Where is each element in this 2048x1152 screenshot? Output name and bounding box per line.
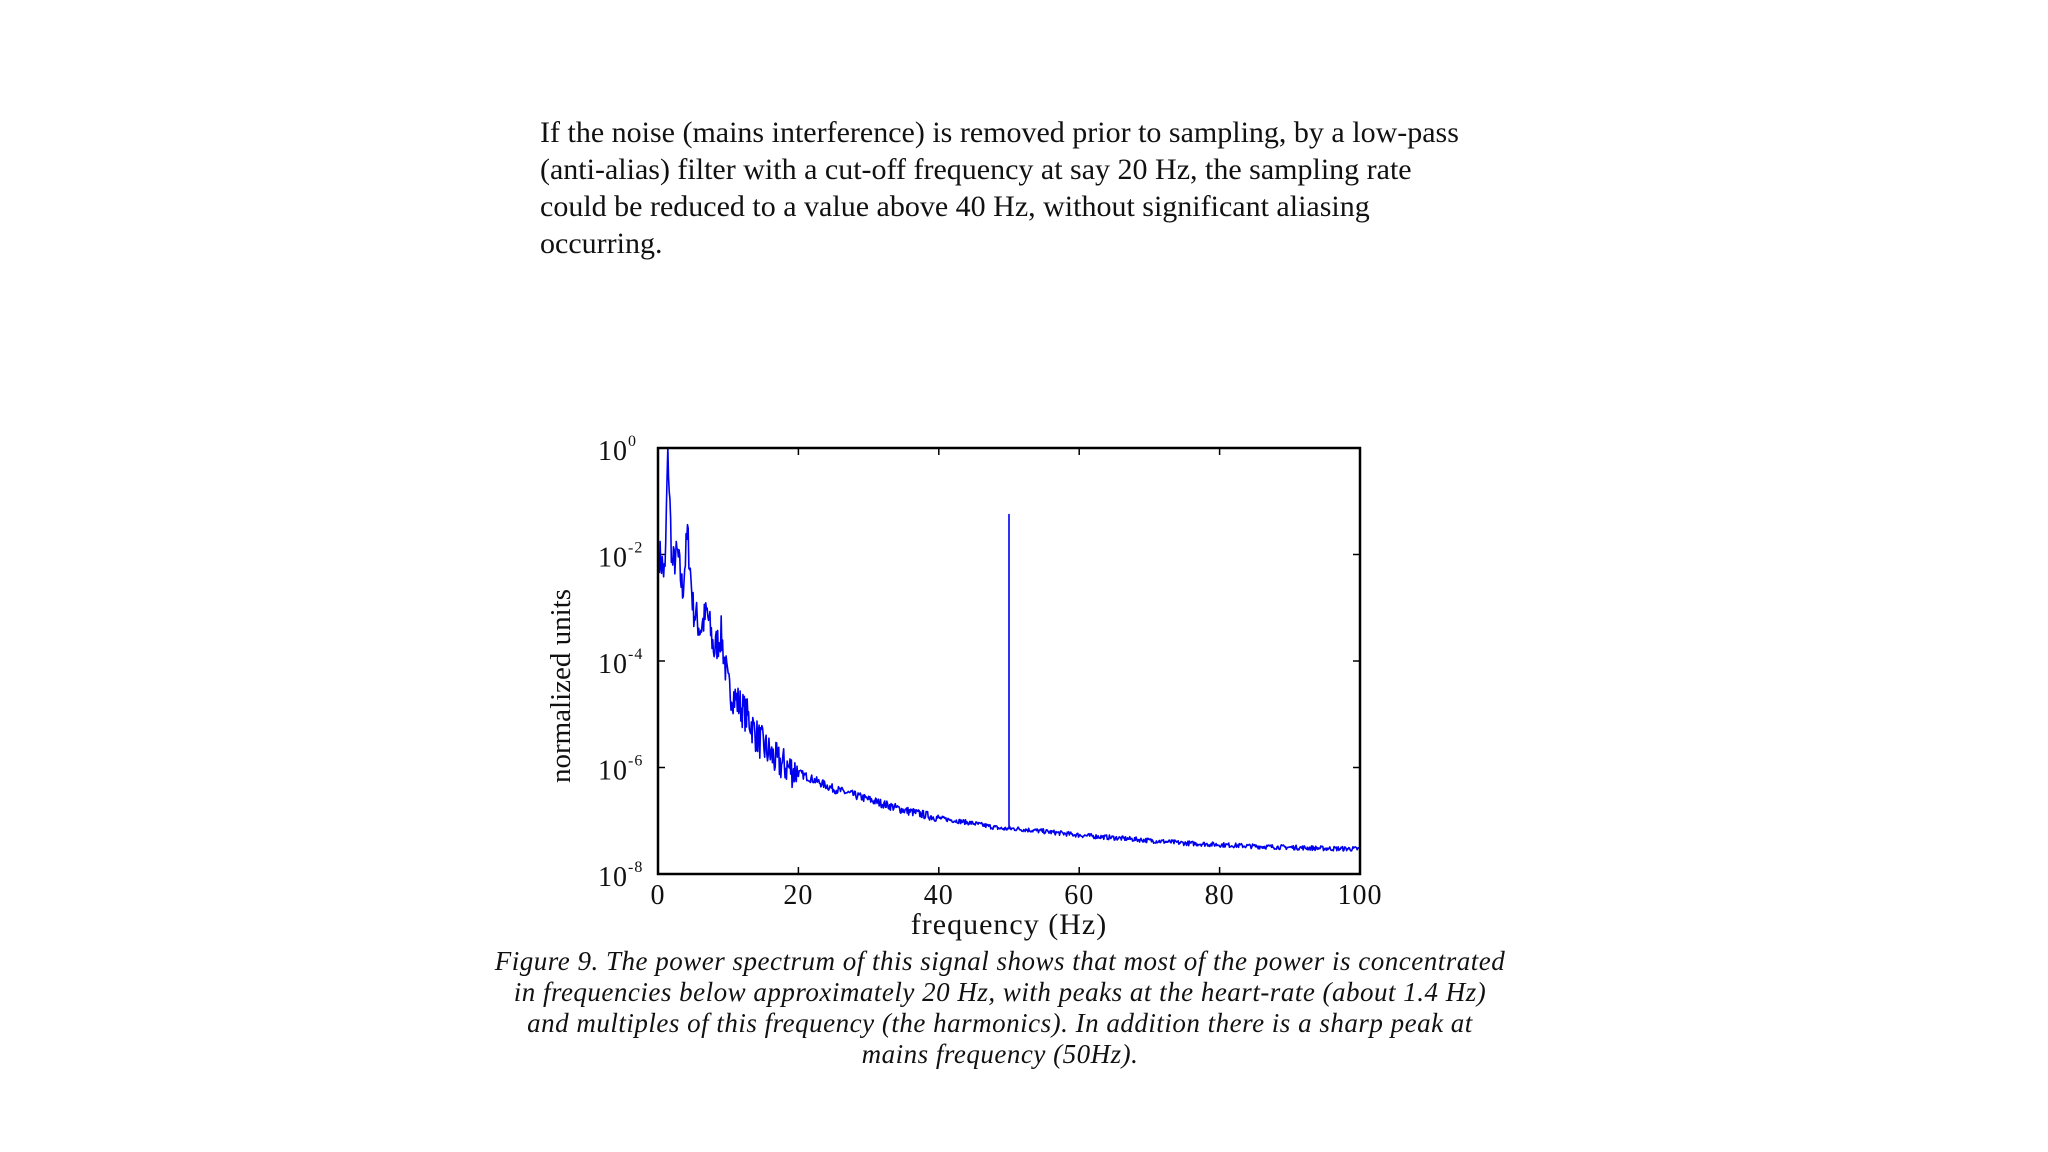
power-spectrum-chart: 0 20 40 60 80 100 100 10-2 10-4 10-6 10-8 frequenc…: [545, 433, 1383, 941]
y-tick-label: 100: [598, 433, 637, 467]
x-axis-label: frequency (Hz): [911, 908, 1107, 941]
y-tick-label: 10-2: [598, 540, 643, 574]
y-axis-label: normalized units: [545, 589, 577, 783]
paragraph-line: If the noise (mains interference) is rem…: [540, 116, 1459, 149]
figure-caption: Figure 9. The power spectrum of this sig…: [400, 946, 1600, 1070]
figure-power-spectrum: 0 20 40 60 80 100 100 10-2 10-4 10-6 10-8 frequenc…: [540, 410, 1400, 950]
x-tick-label: 20: [783, 880, 813, 911]
y-tick-label: 10-6: [598, 753, 643, 787]
paragraph-line: could be reduced to a value above 40 Hz,…: [540, 190, 1370, 223]
paragraph-line: occurring.: [540, 227, 663, 260]
paragraph-line: (anti-alias) filter with a cut-off frequ…: [540, 153, 1412, 186]
body-paragraph: If the noise (mains interference) is rem…: [540, 114, 1540, 262]
caption-line: in frequencies below approximately 20 Hz…: [513, 977, 1487, 1007]
x-tick-label: 60: [1064, 880, 1094, 911]
series-line: [658, 447, 1361, 852]
x-tick-label: 0: [651, 880, 666, 911]
plot-frame: [656, 446, 1362, 876]
caption-line: mains frequency (50Hz).: [861, 1039, 1139, 1069]
y-tick-label: 10-8: [598, 859, 643, 893]
chart-tick-labels: 0 20 40 60 80 100 100 10-2 10-4 10-6 10-8: [598, 433, 1383, 911]
x-tick-label: 100: [1338, 880, 1383, 911]
caption-line: Figure 9. The power spectrum of this sig…: [494, 946, 1506, 976]
x-tick-label: 40: [924, 880, 954, 911]
y-tick-label: 10-4: [598, 646, 643, 680]
x-tick-label: 80: [1205, 880, 1235, 911]
caption-line: and multiples of this frequency (the har…: [527, 1008, 1473, 1038]
